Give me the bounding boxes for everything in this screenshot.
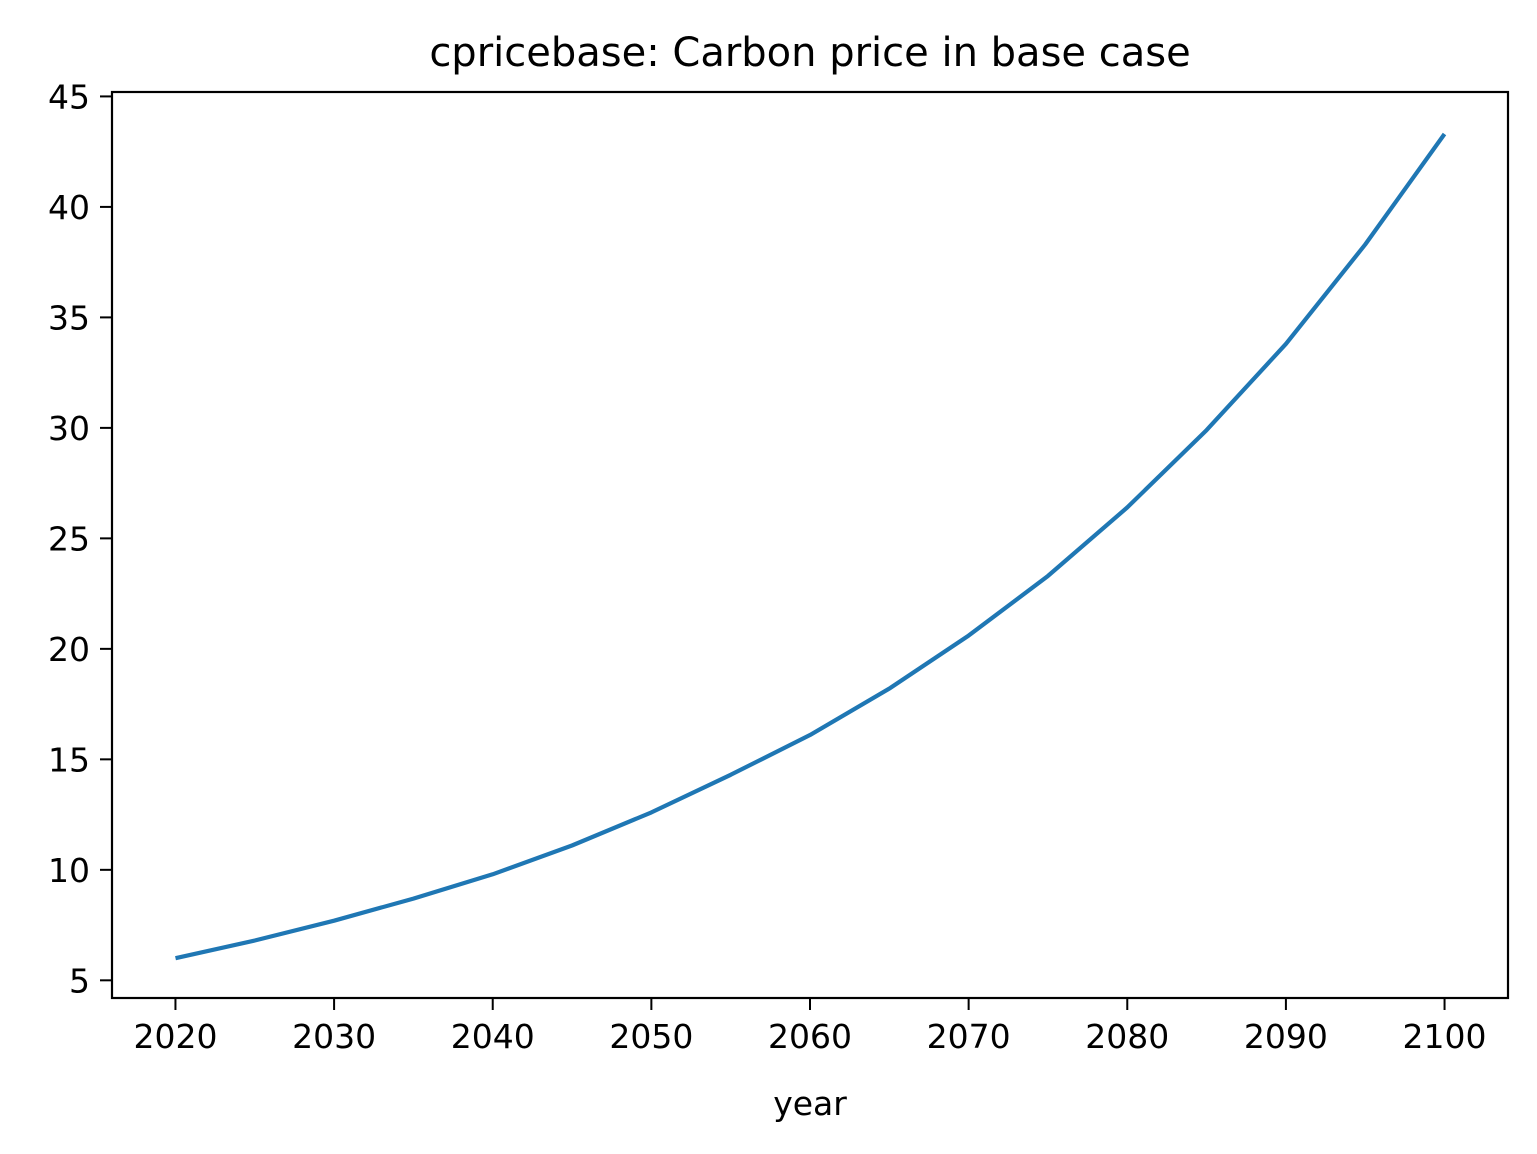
y-tick-label: 5: [69, 961, 90, 1000]
y-tick-label: 35: [48, 298, 90, 337]
y-tick-label: 40: [48, 188, 90, 227]
x-axis: 2020 2030 2040 2050 2060 2070 2080 2090 2100: [133, 998, 1487, 1056]
y-tick-label: 30: [48, 409, 90, 448]
x-tick-label: 2080: [1085, 1017, 1169, 1056]
x-tick-label: 2070: [927, 1017, 1011, 1056]
y-axis: 5 10 15 20 25 30 35 40 45: [48, 77, 112, 1000]
chart-title: cpricebase: Carbon price in base case: [429, 30, 1190, 76]
x-tick-label: 2020: [133, 1017, 217, 1056]
series-layer: [175, 132, 1447, 961]
y-tick-label: 25: [48, 519, 90, 558]
y-tick-label: 20: [48, 630, 90, 669]
series-line: [175, 132, 1447, 961]
y-tick-label: 45: [48, 77, 90, 116]
x-tick-label: 2040: [451, 1017, 535, 1056]
x-tick-label: 2060: [768, 1017, 852, 1056]
x-tick-label: 2030: [292, 1017, 376, 1056]
x-tick-label: 2090: [1244, 1017, 1328, 1056]
x-axis-label: year: [773, 1084, 847, 1123]
y-tick-label: 15: [48, 740, 90, 779]
plot-frame: [110, 90, 1510, 1000]
y-tick-label: 10: [48, 851, 90, 890]
x-tick-label: 2050: [609, 1017, 693, 1056]
x-tick-label: 2100: [1403, 1017, 1487, 1056]
